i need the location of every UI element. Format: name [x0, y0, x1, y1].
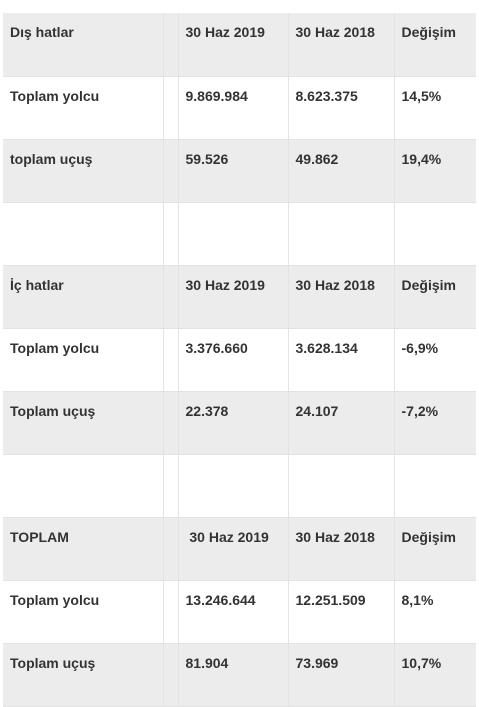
column-header-2019: 30 Haz 2019 — [177, 264, 289, 329]
column-header-change: Değişim — [393, 264, 476, 329]
value-change: 10,7% — [393, 642, 476, 707]
empty-row — [3, 201, 476, 266]
empty-cell — [177, 453, 289, 518]
empty-cell — [287, 201, 395, 266]
spacer-cell — [162, 516, 179, 581]
table-row: toplam uçuş 59.526 49.862 19,4% — [3, 138, 476, 203]
value-2019: 81.904 — [177, 642, 289, 707]
value-change: 14,5% — [393, 75, 476, 140]
empty-cell — [3, 453, 164, 518]
spacer-cell — [162, 75, 179, 140]
value-2019: 9.869.984 — [177, 75, 289, 140]
value-2019: 22.378 — [177, 390, 289, 455]
spacer-cell — [162, 327, 179, 392]
column-header-2018: 30 Haz 2018 — [287, 264, 395, 329]
value-2019: 3.376.660 — [177, 327, 289, 392]
spacer-cell — [162, 264, 179, 329]
table-row: Toplam yolcu 3.376.660 3.628.134 -6,9% — [3, 327, 476, 392]
value-2018: 49.862 — [287, 138, 395, 203]
column-header-2019: 30 Haz 2019 — [177, 516, 289, 581]
empty-cell — [3, 201, 164, 266]
spacer-cell — [162, 642, 179, 707]
spacer-cell — [162, 579, 179, 644]
spacer-cell — [162, 138, 179, 203]
value-change: 19,4% — [393, 138, 476, 203]
flight-statistics-table: Dış hatlar 30 Haz 2019 30 Haz 2018 Değiş… — [3, 13, 476, 707]
row-label: Toplam uçuş — [3, 390, 164, 455]
column-header-2018: 30 Haz 2018 — [287, 13, 395, 77]
value-change: -7,2% — [393, 390, 476, 455]
value-2018: 24.107 — [287, 390, 395, 455]
spacer-cell — [162, 201, 179, 266]
section-header-row-international: Dış hatlar 30 Haz 2019 30 Haz 2018 Değiş… — [3, 13, 476, 77]
row-label: Toplam uçuş — [3, 642, 164, 707]
row-label: Toplam yolcu — [3, 327, 164, 392]
spacer-cell — [162, 453, 179, 518]
column-header-change: Değişim — [393, 516, 476, 581]
row-label: toplam uçuş — [3, 138, 164, 203]
section-title: İç hatlar — [3, 264, 164, 329]
value-2018: 8.623.375 — [287, 75, 395, 140]
value-change: 8,1% — [393, 579, 476, 644]
section-header-row-domestic: İç hatlar 30 Haz 2019 30 Haz 2018 Değişi… — [3, 264, 476, 329]
column-header-2018: 30 Haz 2018 — [287, 516, 395, 581]
row-label: Toplam yolcu — [3, 579, 164, 644]
empty-cell — [393, 201, 476, 266]
value-2018: 73.969 — [287, 642, 395, 707]
table-row: Toplam uçuş 81.904 73.969 10,7% — [3, 642, 476, 707]
value-2019: 13.246.644 — [177, 579, 289, 644]
table-row: Toplam uçuş 22.378 24.107 -7,2% — [3, 390, 476, 455]
spacer-cell — [162, 13, 179, 77]
section-title: Dış hatlar — [3, 13, 164, 77]
empty-row — [3, 453, 476, 518]
value-2018: 3.628.134 — [287, 327, 395, 392]
empty-cell — [393, 453, 476, 518]
value-2018: 12.251.509 — [287, 579, 395, 644]
section-title: TOPLAM — [3, 516, 164, 581]
empty-cell — [177, 201, 289, 266]
section-header-row-total: TOPLAM 30 Haz 2019 30 Haz 2018 Değişim — [3, 516, 476, 581]
table-row: Toplam yolcu 9.869.984 8.623.375 14,5% — [3, 75, 476, 140]
empty-cell — [287, 453, 395, 518]
column-header-change: Değişim — [393, 13, 476, 77]
table-row: Toplam yolcu 13.246.644 12.251.509 8,1% — [3, 579, 476, 644]
column-header-2019: 30 Haz 2019 — [177, 13, 289, 77]
value-change: -6,9% — [393, 327, 476, 392]
row-label: Toplam yolcu — [3, 75, 164, 140]
spacer-cell — [162, 390, 179, 455]
value-2019: 59.526 — [177, 138, 289, 203]
